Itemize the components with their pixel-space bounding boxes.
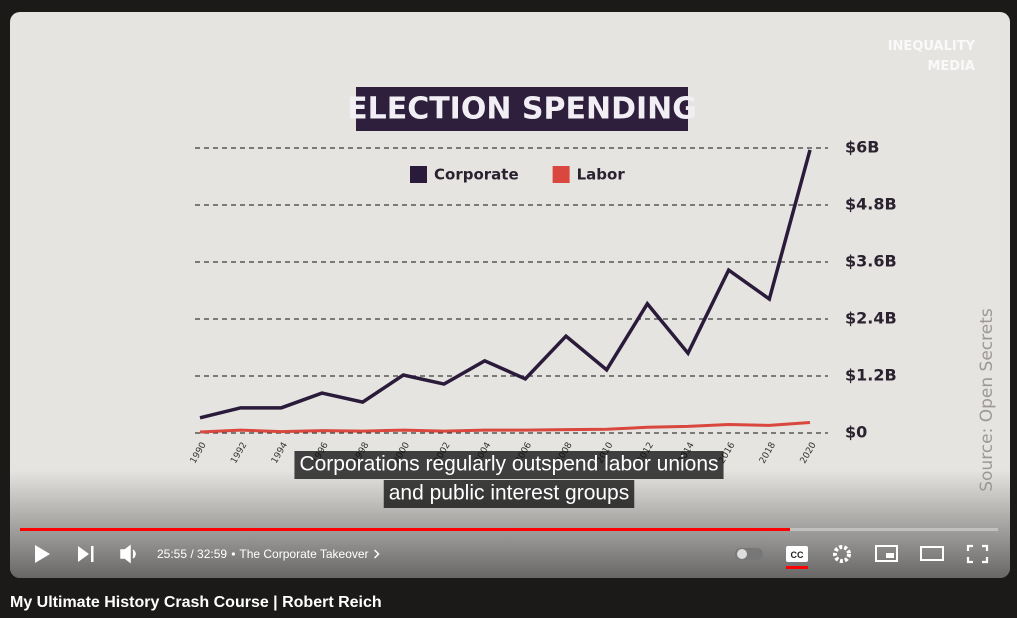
y-tick-label: $1.2B (845, 366, 897, 385)
source: Source: Open Secrets (977, 308, 997, 492)
cc-button[interactable] (786, 546, 808, 562)
legend-label: Labor (577, 166, 626, 184)
play-button[interactable] (35, 545, 50, 563)
legend-swatch (552, 166, 570, 183)
legend-label: Corporate (434, 166, 519, 184)
title-box (356, 87, 688, 131)
subtitle-bg (383, 480, 635, 508)
fullscreen-button[interactable] (966, 544, 989, 564)
chapter[interactable]: The Corporate Takeover (239, 547, 368, 561)
video[interactable]: ELECTION SPENDING INEQUALITY MEDIA Sourc… (10, 12, 1010, 578)
subtitle: and public interest groups (389, 482, 630, 505)
series-line (199, 421, 811, 434)
settings-button[interactable] (833, 545, 851, 563)
legend-swatch (410, 166, 427, 183)
subtitles: Corporations regularly outspend labor un… (294, 451, 724, 508)
chart-title: ELECTION SPENDING (347, 92, 697, 127)
progress-played[interactable] (20, 528, 790, 531)
video-title[interactable]: My Ultimate History Crash Course | Rober… (10, 594, 382, 611)
subtitle-bg (294, 451, 724, 479)
watermark: MEDIA (927, 59, 975, 74)
y-tick-label: $0 (845, 423, 867, 442)
y-tick-label: $2.4B (845, 309, 897, 328)
theater-button[interactable] (920, 546, 944, 561)
y-tick-label: $4.8B (845, 195, 897, 214)
subtitle: Corporations regularly outspend labor un… (299, 453, 718, 476)
cc-label: CC (791, 550, 804, 560)
miniplayer-inner (886, 553, 894, 558)
chapter-arrow (374, 549, 380, 559)
next-button[interactable] (78, 546, 94, 562)
autoplay-knob (737, 549, 747, 559)
time: 25:55 / 32:59 (157, 547, 227, 561)
y-tick-label: $6B (845, 138, 879, 157)
series-line (199, 149, 812, 420)
volume-button[interactable] (120, 544, 136, 564)
watermark: INEQUALITY (888, 39, 976, 54)
cc-indicator (786, 566, 808, 569)
separator (231, 552, 235, 556)
miniplayer-button[interactable] (875, 545, 898, 562)
y-tick-label: $3.6B (845, 252, 897, 271)
